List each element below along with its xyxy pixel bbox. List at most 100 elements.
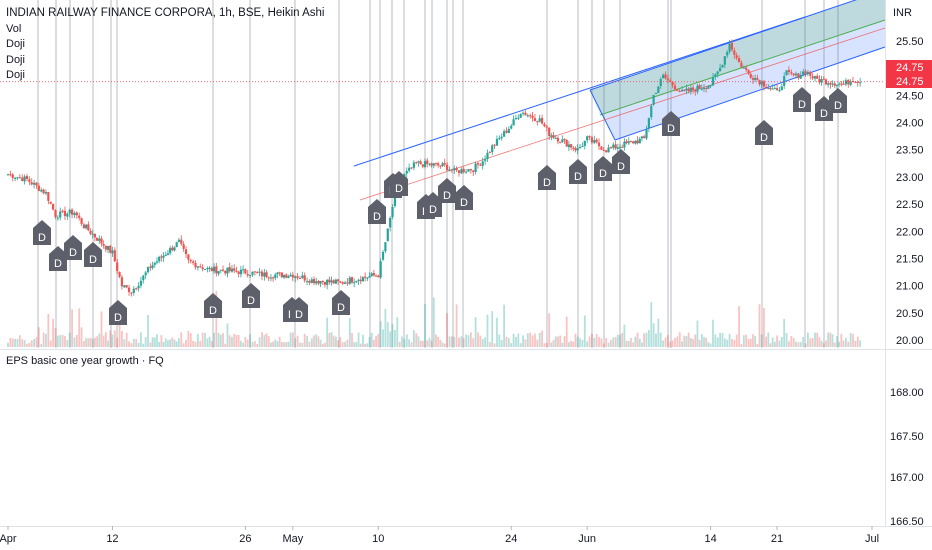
candle-body [728, 43, 731, 52]
candle-body [230, 268, 234, 272]
doji-marker: D [815, 96, 833, 121]
candle-body [792, 73, 795, 76]
volume-bar [242, 342, 245, 347]
volume-bar [368, 337, 371, 347]
candle-body [337, 279, 340, 282]
volume-bar [391, 324, 394, 347]
volume-bar [173, 339, 176, 347]
candle-body [685, 88, 688, 91]
volume-bar [716, 337, 719, 347]
volume-bar [538, 332, 541, 347]
volume-bar [785, 333, 788, 347]
volume-bar [811, 338, 814, 347]
volume-bar [541, 330, 543, 347]
volume-bar [797, 342, 800, 347]
volume-bar [384, 308, 387, 347]
doji-badge-label: D [574, 171, 582, 183]
volume-bar [313, 335, 315, 347]
volume-bar [760, 334, 763, 347]
eps-pane-title[interactable]: EPS basic one year growth · FQ [6, 355, 164, 367]
candle-body [91, 233, 94, 235]
candle-body [775, 88, 779, 91]
candle-body [192, 261, 195, 263]
volume-bar [386, 322, 389, 347]
candle-body [822, 78, 825, 80]
volume-bar [491, 311, 494, 347]
candle-body [643, 136, 646, 139]
doji-badge-shape [569, 159, 587, 184]
candle-body [488, 152, 491, 154]
volume-bar [625, 340, 628, 347]
candle-body [572, 147, 575, 149]
volume-bar [719, 332, 721, 347]
volume-bar [253, 341, 256, 347]
volume-bar [479, 335, 482, 347]
volume-bar [430, 340, 433, 347]
candle-body [61, 210, 64, 212]
volume-bar [652, 323, 655, 347]
candle-body [158, 256, 161, 262]
volume-bar [745, 334, 748, 347]
candle-body [374, 275, 378, 277]
volume-bar [643, 333, 646, 347]
volume-bar [294, 338, 297, 347]
candle-body [502, 131, 506, 137]
volume-bar [137, 342, 140, 347]
candle-body [718, 67, 722, 72]
candle-body [773, 88, 776, 90]
candle-body [662, 74, 665, 79]
volume-bar [655, 333, 657, 347]
candle-body [514, 118, 518, 120]
candle-body [370, 273, 373, 277]
candle-body [847, 79, 850, 85]
candle-body [68, 209, 71, 214]
indicator-doji-2[interactable]: Doji [6, 53, 25, 66]
candle-body [859, 82, 862, 84]
candle-body [123, 285, 126, 288]
candle-body [372, 273, 376, 276]
volume-bar [619, 334, 621, 347]
volume-bar [52, 318, 54, 347]
candle-body [294, 276, 297, 278]
doji-badge-shape [455, 185, 473, 210]
indicator-doji-3[interactable]: Doji [6, 69, 25, 81]
volume-bar [326, 317, 329, 347]
doji-badge-label: D [667, 123, 675, 135]
volume-bar [780, 337, 783, 347]
candle-body [595, 139, 598, 143]
candle-body [9, 174, 12, 176]
candle-body [155, 261, 159, 263]
volume-bar [357, 332, 360, 347]
candle-body [326, 279, 329, 285]
volume-bar [263, 334, 266, 347]
indicator-doji-1[interactable]: Doji [6, 38, 25, 50]
candle-body [802, 71, 805, 75]
candle-body [386, 228, 389, 242]
volume-bar [705, 337, 708, 347]
indicator-vol[interactable]: Vol [6, 22, 22, 35]
volume-bar [844, 337, 847, 347]
volume-bar [694, 334, 697, 347]
candle-body [278, 272, 281, 274]
volume-bar [595, 334, 598, 347]
candle-body [377, 275, 380, 278]
volume-bar [26, 343, 28, 347]
candle-body [787, 69, 791, 73]
chart-title[interactable]: INDIAN RAILWAY FINANCE CORPORA, 1h, BSE,… [6, 7, 325, 19]
candle-body [177, 239, 181, 242]
candle-body [87, 224, 90, 231]
volume-bar [632, 342, 635, 347]
doji-marker: D [538, 165, 556, 190]
candle-body [671, 81, 674, 86]
candle-body [650, 105, 653, 118]
candle-body [467, 169, 470, 172]
volume-bar [33, 339, 36, 347]
volume-bar [56, 335, 59, 347]
volume-bar [153, 337, 156, 347]
volume-bar [364, 343, 367, 347]
volume-bar [647, 329, 650, 347]
candle-body [806, 72, 810, 75]
volume-bar [109, 330, 112, 347]
candle-body [556, 137, 560, 142]
